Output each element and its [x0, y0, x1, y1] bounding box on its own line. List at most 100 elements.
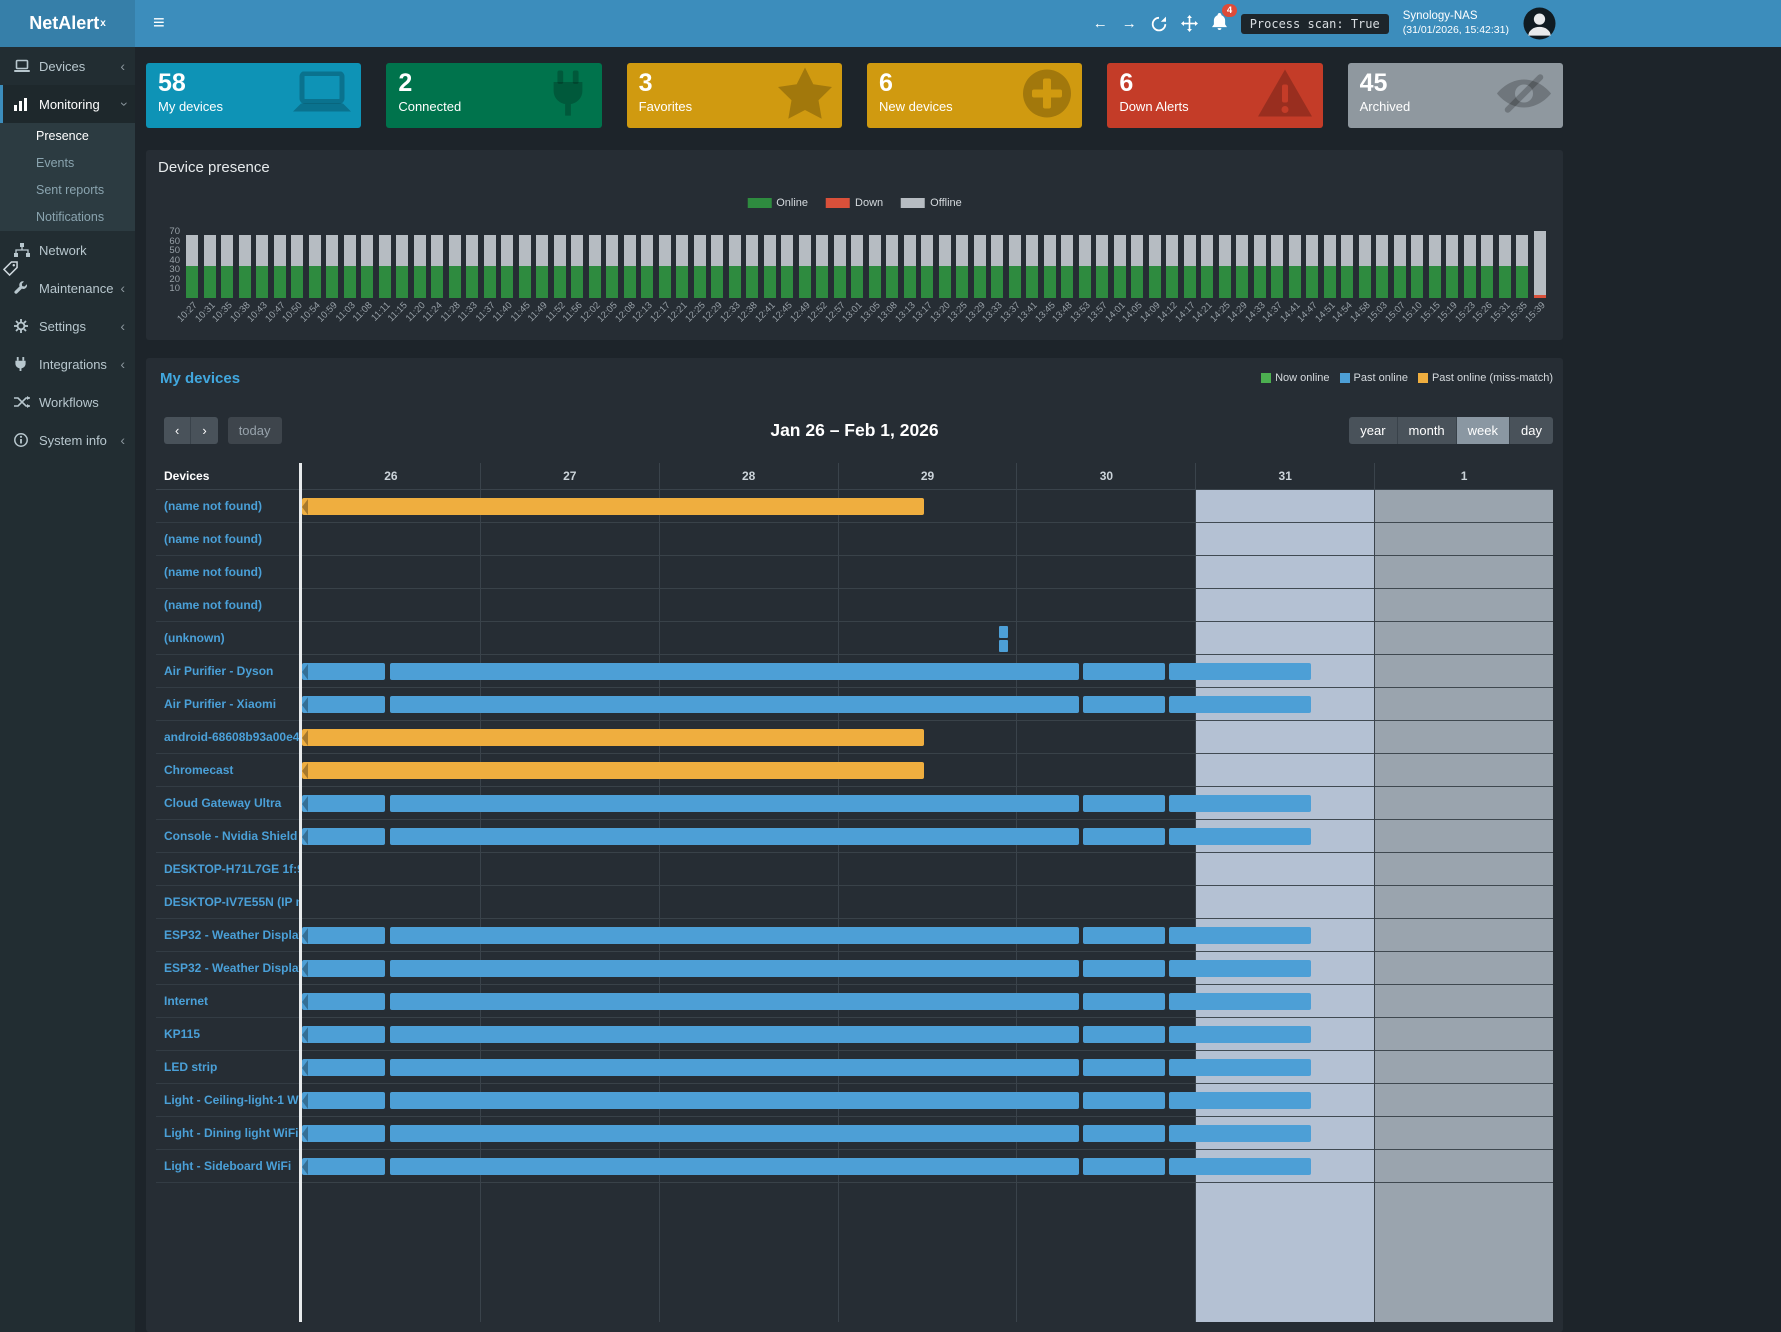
back-icon[interactable]: ← — [1092, 15, 1108, 32]
device-name[interactable]: Chromecast — [156, 754, 299, 787]
presence-event-bar[interactable] — [1168, 828, 1311, 845]
presence-event-bar[interactable] — [1082, 993, 1166, 1010]
presence-event-bar[interactable] — [389, 828, 1080, 845]
presence-event-bar[interactable] — [1168, 1125, 1311, 1142]
presence-event-bar[interactable] — [302, 960, 386, 977]
stat-card-new-devices[interactable]: 6 New devices — [866, 63, 1083, 128]
presence-event-bar[interactable] — [302, 762, 924, 779]
presence-event-bar[interactable] — [998, 640, 1008, 652]
presence-event-bar[interactable] — [389, 993, 1080, 1010]
forward-icon[interactable]: → — [1121, 15, 1137, 32]
sidebar-item-workflows[interactable]: Workflows — [0, 383, 135, 421]
device-name[interactable]: KP115 — [156, 1018, 299, 1051]
presence-event-bar[interactable] — [1082, 1059, 1166, 1076]
presence-event-bar[interactable] — [1082, 927, 1166, 944]
device-name[interactable]: (name not found) — [156, 490, 299, 523]
presence-event-bar[interactable] — [1082, 663, 1166, 680]
presence-event-bar[interactable] — [302, 663, 386, 680]
day-column-header-26[interactable]: 26 — [302, 463, 480, 490]
view-day-button[interactable]: day — [1509, 417, 1553, 444]
presence-event-bar[interactable] — [302, 828, 386, 845]
sidebar-item-monitoring[interactable]: Monitoring ‹ — [0, 85, 135, 123]
sidebar-item-devices[interactable]: Devices ‹ — [0, 47, 135, 85]
presence-event-bar[interactable] — [302, 696, 386, 713]
presence-event-bar[interactable] — [389, 1059, 1080, 1076]
device-name[interactable]: Air Purifier - Dyson — [156, 655, 299, 688]
stat-card-connected[interactable]: 2 Connected — [386, 63, 602, 128]
presence-event-bar[interactable] — [1168, 1092, 1311, 1109]
presence-event-bar[interactable] — [1082, 1026, 1166, 1043]
device-name[interactable]: Light - Dining light WiFi — [156, 1117, 299, 1150]
sidebar-subitem-sent-reports[interactable]: Sent reports — [36, 183, 105, 197]
presence-event-bar[interactable] — [389, 1125, 1080, 1142]
presence-event-bar[interactable] — [302, 1092, 386, 1109]
presence-event-bar[interactable] — [302, 1026, 386, 1043]
move-icon[interactable] — [1180, 15, 1198, 32]
device-name[interactable]: (name not found) — [156, 589, 299, 622]
device-name[interactable]: DESKTOP-H71L7GE 1f:99 — [156, 853, 299, 886]
presence-event-bar[interactable] — [1168, 993, 1311, 1010]
presence-event-bar[interactable] — [1168, 663, 1311, 680]
sidebar-item-maintenance[interactable]: Maintenance ‹ — [0, 269, 135, 307]
stat-card-archived[interactable]: 45 Archived — [1347, 63, 1563, 128]
presence-event-bar[interactable] — [302, 993, 386, 1010]
sidebar-item-system-info[interactable]: System info ‹ — [0, 421, 135, 459]
presence-event-bar[interactable] — [389, 795, 1080, 812]
day-column-header-29[interactable]: 29 — [837, 463, 1017, 490]
device-name[interactable]: Light - Ceiling-light-1 Wi — [156, 1084, 299, 1117]
presence-event-bar[interactable] — [1082, 795, 1166, 812]
device-name[interactable]: LED strip — [156, 1051, 299, 1084]
device-name[interactable]: android-68608b93a00e4 — [156, 721, 299, 754]
presence-event-bar[interactable] — [302, 1059, 386, 1076]
device-name[interactable]: (name not found) — [156, 556, 299, 589]
presence-event-bar[interactable] — [1082, 1092, 1166, 1109]
sidebar-subitem-notifications[interactable]: Notifications — [36, 210, 105, 224]
presence-event-bar[interactable] — [1168, 1026, 1311, 1043]
user-avatar[interactable] — [1523, 7, 1556, 40]
presence-event-bar[interactable] — [389, 960, 1080, 977]
presence-event-bar[interactable] — [1168, 960, 1311, 977]
presence-event-bar[interactable] — [389, 696, 1080, 713]
stat-card-favorites[interactable]: 3 Favorites — [626, 63, 842, 128]
day-column-header-30[interactable]: 30 — [1016, 463, 1196, 490]
presence-event-bar[interactable] — [1082, 1125, 1166, 1142]
presence-event-bar[interactable] — [1082, 1158, 1166, 1175]
presence-event-bar[interactable] — [389, 663, 1080, 680]
sidebar-item-integrations[interactable]: Integrations ‹ — [0, 345, 135, 383]
presence-event-bar[interactable] — [389, 1158, 1080, 1175]
day-column-header-27[interactable]: 27 — [479, 463, 659, 490]
presence-event-bar[interactable] — [1082, 960, 1166, 977]
calendar-today-button[interactable]: today — [227, 417, 282, 444]
presence-event-bar[interactable] — [302, 1158, 386, 1175]
presence-event-bar[interactable] — [389, 1092, 1080, 1109]
presence-event-bar[interactable] — [302, 1125, 386, 1142]
presence-event-bar[interactable] — [302, 795, 386, 812]
device-name[interactable]: ESP32 - Weather Display — [156, 952, 299, 985]
presence-event-bar[interactable] — [1168, 696, 1311, 713]
calendar-next-button[interactable]: › — [190, 417, 218, 444]
sidebar-item-settings[interactable]: Settings ‹ — [0, 307, 135, 345]
device-name[interactable]: Cloud Gateway Ultra — [156, 787, 299, 820]
device-name[interactable]: DESKTOP-IV7E55N (IP m — [156, 886, 299, 919]
day-column-header-31[interactable]: 31 — [1195, 463, 1375, 490]
day-column-header-28[interactable]: 28 — [658, 463, 838, 490]
device-name[interactable]: Air Purifier - Xiaomi — [156, 688, 299, 721]
presence-event-bar[interactable] — [389, 1026, 1080, 1043]
notifications-bell[interactable]: 4 — [1211, 3, 1237, 35]
device-name[interactable]: Internet — [156, 985, 299, 1018]
view-month-button[interactable]: month — [1396, 417, 1456, 444]
device-name[interactable]: (unknown) — [156, 622, 299, 655]
sidebar-subitem-events[interactable]: Events — [36, 156, 75, 170]
legend-item-online[interactable]: Online — [747, 197, 808, 209]
device-name[interactable]: Console - Nvidia Shield — [156, 820, 299, 853]
stat-card-down-alerts[interactable]: 6 Down Alerts — [1107, 63, 1323, 128]
presence-event-bar[interactable] — [1082, 828, 1166, 845]
view-week-button[interactable]: week — [1455, 417, 1510, 444]
refresh-icon[interactable] — [1151, 16, 1167, 32]
presence-event-bar[interactable] — [1168, 795, 1311, 812]
sidebar-item-network[interactable]: Network — [0, 231, 135, 269]
legend-item-offline[interactable]: Offline — [901, 197, 962, 209]
legend-item-down[interactable]: Down — [826, 197, 883, 209]
stat-card-my-devices[interactable]: 58 My devices — [146, 63, 362, 128]
presence-event-bar[interactable] — [1168, 1158, 1311, 1175]
